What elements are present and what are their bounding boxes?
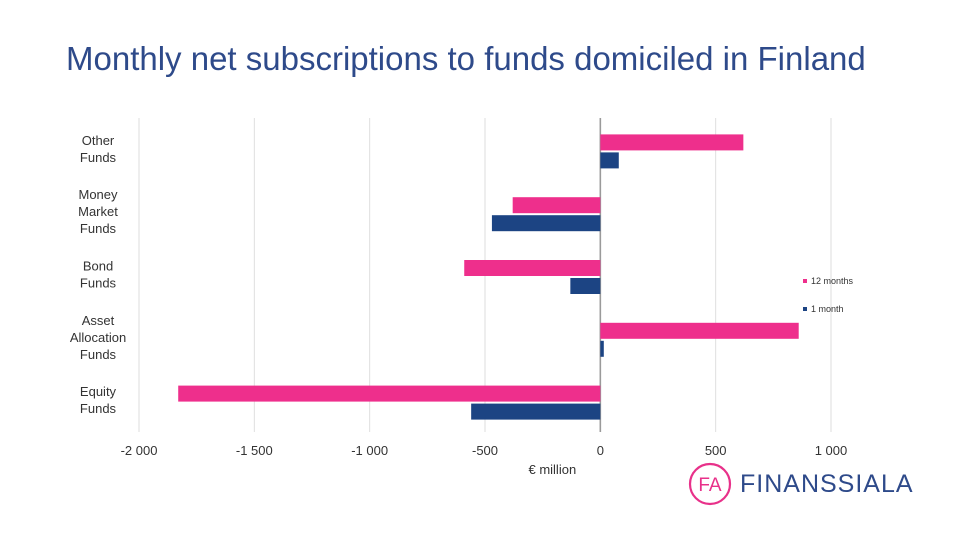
bar-1-month [600, 152, 619, 169]
bar-12-months [512, 197, 601, 214]
x-tick-label: -1 000 [351, 443, 388, 458]
bar-12-months [464, 260, 601, 276]
bar-1-month [471, 403, 601, 420]
grid-lines [138, 118, 832, 432]
bar-1-month [491, 215, 601, 232]
x-tick-label: 500 [705, 443, 727, 458]
bar-1-month [570, 278, 601, 294]
x-axis-title: € million [528, 462, 576, 477]
x-tick-label: 0 [597, 443, 604, 458]
category-label: Other Funds [80, 133, 117, 165]
legend-swatch [803, 307, 807, 311]
bar-12-months [178, 385, 601, 402]
bar-1-month [600, 340, 604, 357]
page-title: Monthly net subscriptions to funds domic… [66, 40, 866, 77]
category-label: Equity Funds [80, 384, 117, 416]
category-label: Bond Funds [80, 259, 117, 291]
fa-monogram-icon: FA [688, 462, 732, 506]
legend-label: 12 months [811, 276, 854, 286]
bars [178, 134, 799, 420]
x-tick-label: -500 [472, 443, 498, 458]
tick-labels: -2 000 -1 500 -1 000 -500 0 500 1 000 [121, 443, 848, 458]
x-tick-label: -2 000 [121, 443, 158, 458]
svg-text:FA: FA [698, 475, 722, 496]
legend-label: 1 month [811, 304, 844, 314]
category-label: Asset Allocation Funds [70, 313, 126, 362]
legend-swatch [803, 279, 807, 283]
brand-logo: FA FINANSSIALA [688, 462, 914, 506]
bar-12-months [600, 322, 799, 339]
brand-name: FINANSSIALA [740, 469, 914, 498]
x-tick-label: 1 000 [815, 443, 848, 458]
category-label: Money Market Funds [78, 187, 118, 236]
legend: 12 months 1 month [803, 276, 854, 314]
bar-12-months [600, 134, 744, 151]
category-labels: Other Funds Money Market Funds Bond Funds Asset… [70, 133, 126, 416]
x-tick-label: -1 500 [236, 443, 273, 458]
